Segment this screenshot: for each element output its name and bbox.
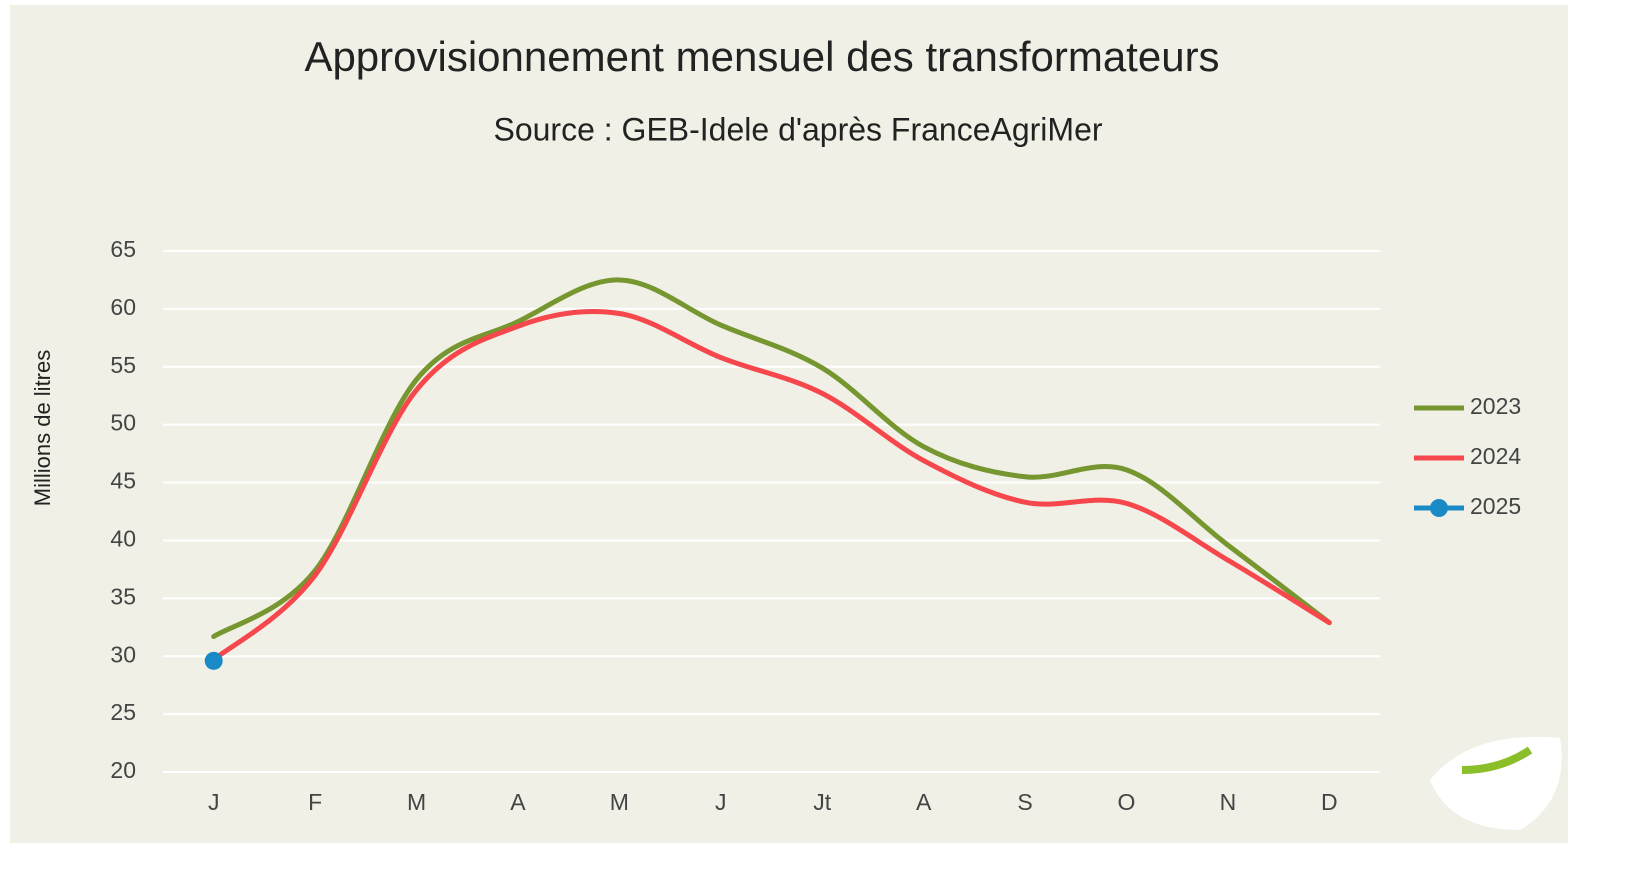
legend-label: 2025 [1470, 493, 1521, 519]
y-tick-label: 55 [110, 352, 136, 378]
y-tick-label: 50 [110, 410, 136, 436]
chart-title: Approvisionnement mensuel des transforma… [304, 33, 1219, 80]
x-tick-label: N [1220, 789, 1237, 815]
x-tick-label: Jt [813, 789, 832, 815]
logo-shape [1430, 736, 1562, 830]
series-line [211, 277, 1332, 640]
x-tick-label: J [208, 789, 220, 815]
x-tick-label: J [715, 789, 727, 815]
legend-marker [1430, 499, 1448, 517]
legend-label: 2023 [1470, 393, 1521, 419]
x-tick-label: A [510, 789, 526, 815]
y-tick-label: 60 [110, 294, 136, 320]
x-tick-label: O [1118, 789, 1136, 815]
legend-label: 2024 [1470, 443, 1521, 469]
y-axis-label: Millions de litres [30, 350, 55, 507]
x-tick-label: D [1321, 789, 1338, 815]
x-tick-label: S [1017, 789, 1032, 815]
series-line [211, 309, 1332, 663]
y-tick-label: 65 [110, 236, 136, 262]
x-tick-label: F [308, 789, 322, 815]
y-tick-label: 30 [110, 641, 136, 667]
y-tick-label: 35 [110, 583, 136, 609]
x-tick-label: A [916, 789, 932, 815]
x-tick-label: M [407, 789, 426, 815]
y-tick-label: 45 [110, 468, 136, 494]
y-tick-label: 40 [110, 526, 136, 552]
x-tick-label: M [610, 789, 629, 815]
logo [1430, 736, 1562, 830]
chart-subtitle: Source : GEB-Idele d'après FranceAgriMer [493, 111, 1102, 147]
logo-swoosh [1461, 746, 1533, 774]
y-tick-label: 25 [110, 699, 136, 725]
y-tick-label: 20 [110, 757, 136, 783]
series-marker [204, 651, 223, 670]
